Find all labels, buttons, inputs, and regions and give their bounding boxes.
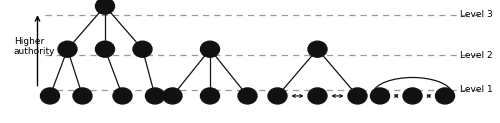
Ellipse shape xyxy=(403,88,422,104)
Ellipse shape xyxy=(58,41,77,57)
Ellipse shape xyxy=(200,88,220,104)
Text: Level 3: Level 3 xyxy=(460,10,492,19)
Ellipse shape xyxy=(133,41,152,57)
Ellipse shape xyxy=(96,41,114,57)
Ellipse shape xyxy=(113,88,132,104)
Ellipse shape xyxy=(96,0,114,14)
Ellipse shape xyxy=(163,88,182,104)
Ellipse shape xyxy=(200,41,220,57)
Ellipse shape xyxy=(40,88,60,104)
Ellipse shape xyxy=(238,88,257,104)
Ellipse shape xyxy=(370,88,390,104)
Ellipse shape xyxy=(308,88,327,104)
Ellipse shape xyxy=(146,88,165,104)
Text: Higher
authority: Higher authority xyxy=(14,37,56,56)
Ellipse shape xyxy=(268,88,287,104)
Ellipse shape xyxy=(73,88,92,104)
Text: Level 1: Level 1 xyxy=(460,85,492,94)
Ellipse shape xyxy=(436,88,454,104)
Ellipse shape xyxy=(348,88,367,104)
Text: Level 2: Level 2 xyxy=(460,51,492,60)
Ellipse shape xyxy=(308,41,327,57)
